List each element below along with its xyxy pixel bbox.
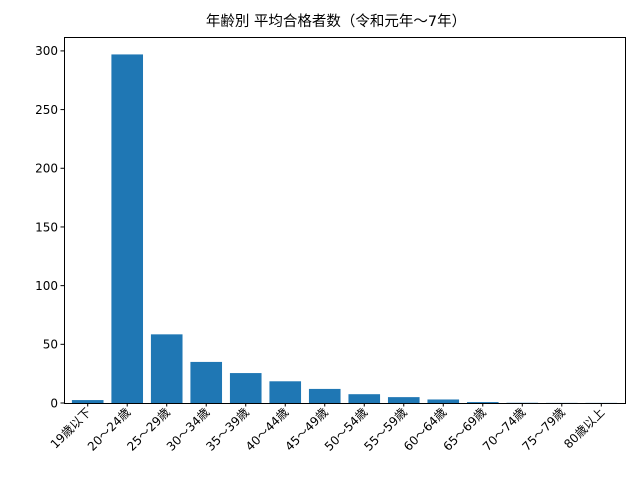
bar-7 <box>348 394 381 403</box>
bar-2 <box>150 334 183 403</box>
x-tick-label-13: 80歳以上 <box>561 405 607 451</box>
y-tick-label-4: 200 <box>35 162 58 176</box>
bar-8 <box>387 397 420 403</box>
y-tick-label-6: 300 <box>35 44 58 58</box>
y-axis: 0 50 100 150 200 250 300 <box>35 44 64 410</box>
y-tick-label-3: 150 <box>35 220 58 234</box>
bar-0 <box>71 400 104 403</box>
plot-frame <box>64 37 626 404</box>
y-tick-label-1: 50 <box>43 338 58 352</box>
y-tick-label-5: 250 <box>35 103 58 117</box>
bar-6 <box>308 388 341 403</box>
x-axis: 19歳以下20〜24歳25〜29歳30〜34歳35〜39歳40〜44歳45〜49… <box>48 403 607 454</box>
bar-10 <box>466 402 499 403</box>
y-tick-label-0: 0 <box>50 396 58 410</box>
x-tick-label-12: 75〜79歳 <box>519 405 567 453</box>
bar-4 <box>229 373 262 403</box>
y-tick-label-2: 100 <box>35 279 58 293</box>
bar-5 <box>269 381 302 403</box>
bar-group <box>71 54 618 404</box>
bar-9 <box>427 399 460 403</box>
bar-3 <box>190 361 223 403</box>
chart-title: 年齢別 平均合格者数（令和元年〜7年） <box>206 13 466 30</box>
bar-1 <box>111 54 144 404</box>
